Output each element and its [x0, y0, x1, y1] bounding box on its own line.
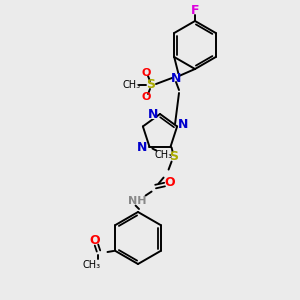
Bar [192, 7, 198, 16]
Text: NH: NH [128, 196, 147, 206]
Bar [167, 178, 172, 187]
Bar [143, 92, 149, 101]
Bar [154, 150, 172, 159]
Bar [82, 260, 100, 269]
Text: O: O [141, 92, 151, 102]
Text: N: N [137, 141, 148, 154]
Bar [123, 80, 141, 89]
Bar [180, 120, 186, 129]
Text: N: N [148, 107, 158, 121]
Text: CH₃: CH₃ [123, 80, 141, 90]
Text: S: S [169, 150, 178, 163]
Bar [171, 152, 176, 161]
Text: F: F [191, 4, 199, 17]
Bar [130, 196, 146, 205]
Bar [173, 74, 179, 82]
Bar [140, 143, 145, 152]
Bar [148, 80, 154, 89]
Text: CH₃: CH₃ [154, 150, 172, 160]
Bar [92, 236, 97, 245]
Text: O: O [89, 235, 100, 248]
Text: O: O [141, 68, 151, 78]
Text: S: S [146, 79, 155, 92]
Text: O: O [164, 176, 175, 189]
Text: N: N [178, 118, 188, 131]
Text: N: N [171, 71, 181, 85]
Bar [143, 68, 149, 77]
Text: CH₃: CH₃ [82, 260, 100, 270]
Bar [150, 110, 156, 118]
